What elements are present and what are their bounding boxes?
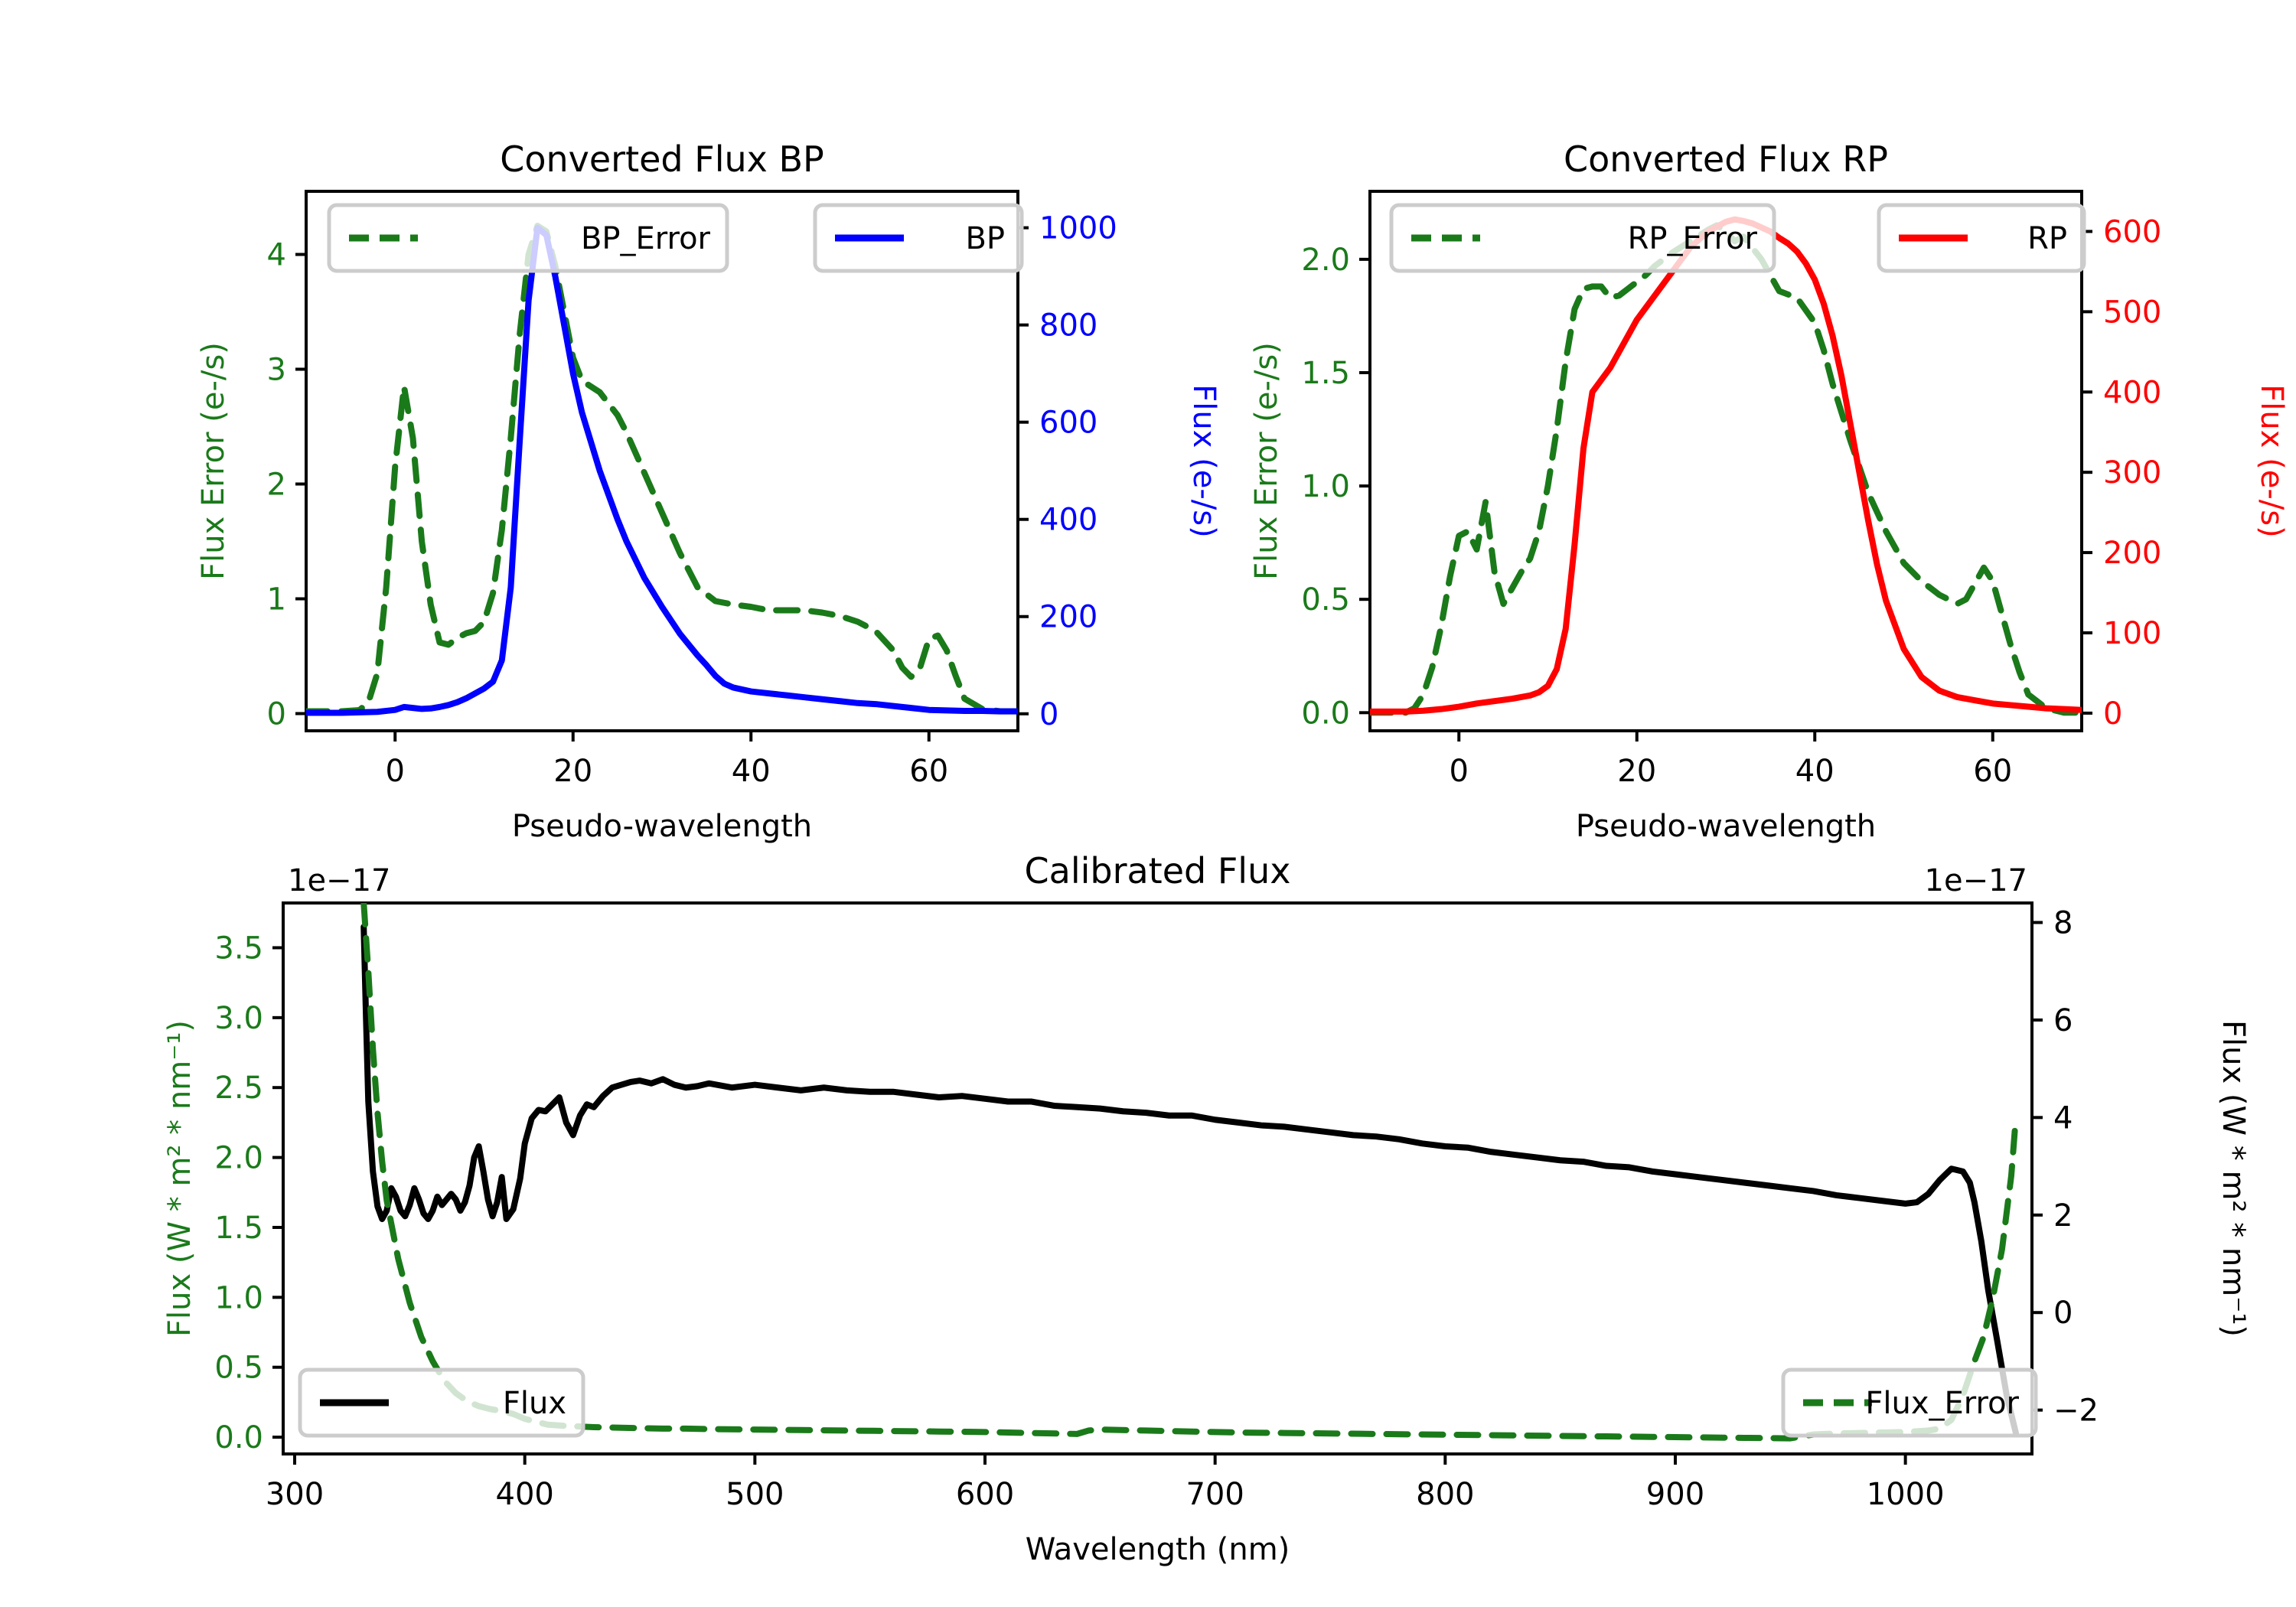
rp-ytick-right-label: 400 [2103,375,2161,410]
calibrated-ytick-left-label: 1.5 [214,1211,263,1246]
calibrated-xtick-label: 800 [1416,1477,1474,1512]
rp-xtick-label: 0 [1450,754,1469,789]
bp-xtick-label: 40 [732,754,771,789]
calibrated-legend-label-flux: Flux [503,1386,566,1421]
bp-xtick-label: 20 [553,754,592,789]
calibrated-ytick-right-label: −2 [2053,1393,2099,1429]
calibrated-series-flux [360,924,2019,1436]
rp-ytick-right-label: 100 [2103,616,2161,651]
calibrated-legend-box-flux [298,1367,585,1438]
rp-plot-frame [1368,190,2083,732]
rp-ytick-right-label: 300 [2103,455,2161,491]
calibrated-ytick-right-label: 2 [2053,1198,2073,1234]
rp-ytick-right-label: 500 [2103,295,2161,330]
bp-xtick-label: 0 [386,754,405,789]
bp-ytick-left-label: 0 [267,697,286,732]
calibrated-ytick-left-label: 1.0 [214,1280,263,1315]
calibrated-xtick-label: 1000 [1867,1477,1945,1512]
bp-legend-label-flux: BP [965,221,1005,256]
bp-plot-frame [305,190,1019,732]
bp-series-bp_error [306,223,1018,715]
bp-legend-label-error: BP_Error [581,221,711,256]
calibrated-offset-right: 1e−17 [1925,863,2027,898]
bp-ytick-right-label: 400 [1039,503,1097,538]
calibrated-ytick-right-label: 6 [2053,1003,2073,1038]
calibrated-xtick-label: 900 [1646,1477,1704,1512]
calibrated-offset-left: 1e−17 [288,863,390,898]
calibrated-ytick-left-label: 0.0 [214,1420,263,1455]
rp-ytick-left-label: 0.5 [1301,582,1350,618]
calibrated-xtick-label: 700 [1186,1477,1244,1512]
rp-ytick-left-label: 2.0 [1301,243,1350,278]
bp-ytick-right-label: 800 [1039,308,1097,344]
calibrated-ytick-left-label: 2.0 [214,1141,263,1176]
bp-ytick-left-label: 2 [267,468,286,503]
rp-xtick-label: 40 [1795,754,1835,789]
calibrated-xaxis-label: Wavelength (nm) [1026,1532,1290,1567]
rp-ytick-left-label: 1.0 [1301,469,1350,504]
rp-ytick-right-label: 600 [2103,214,2161,249]
rp-series-rp_error [1370,222,2082,716]
rp-legend-box-flux [1877,203,2086,273]
bp-legend-box-flux [813,203,1024,273]
calibrated-title: Calibrated Flux [1025,850,1291,892]
calibrated-ytick-right-label: 0 [2053,1296,2073,1331]
bp-ytick-left-label: 3 [267,353,286,388]
calibrated-ytick-left-label: 0.5 [214,1351,263,1386]
rp-xaxis-label: Pseudo-wavelength [1576,809,1876,844]
bp-yaxis-right-label: Flux (e-/s) [1186,384,1221,537]
rp-series-rp [1370,216,2082,715]
bp-ytick-right-label: 1000 [1039,211,1117,246]
rp-ytick-left-label: 0.0 [1301,696,1350,731]
bp-ytick-right-label: 200 [1039,600,1097,635]
calibrated-ytick-left-label: 3.5 [214,931,263,966]
rp-legend-label-flux: RP [2027,221,2067,256]
bp-xaxis-label: Pseudo-wavelength [512,809,812,844]
bp-ytick-left-label: 4 [267,238,286,273]
rp-xtick-label: 60 [1973,754,2012,789]
rp-legend-box-error [1389,203,1776,273]
bp-ytick-right-label: 600 [1039,406,1097,441]
calibrated-yaxis-left-label: Flux (W * m² * nm⁻¹) [162,1020,197,1337]
calibrated-yaxis-right-label: Flux (W * m² * nm⁻¹) [2216,1020,2251,1337]
calibrated-plot-frame [282,901,2033,1455]
bp-yaxis-left-label: Flux Error (e-/s) [196,342,231,580]
rp-title: Converted Flux RP [1564,139,1888,180]
calibrated-xtick-label: 500 [726,1477,784,1512]
bp-xtick-label: 60 [909,754,948,789]
rp-yaxis-right-label: Flux (e-/s) [2254,384,2289,537]
rp-xtick-label: 20 [1617,754,1656,789]
calibrated-xtick-label: 600 [956,1477,1014,1512]
calibrated-legend-box-error [1781,1367,2038,1438]
calibrated-legend-label-error: Flux_Error [1865,1386,2019,1421]
calibrated-ytick-right-label: 8 [2053,905,2073,940]
calibrated-xtick-label: 300 [266,1477,324,1512]
bp-ytick-left-label: 1 [267,582,286,618]
rp-ytick-right-label: 0 [2103,696,2122,732]
rp-ytick-right-label: 200 [2103,536,2161,571]
calibrated-xtick-label: 400 [496,1477,554,1512]
calibrated-ytick-left-label: 3.0 [214,1001,263,1036]
rp-yaxis-left-label: Flux Error (e-/s) [1249,342,1284,580]
rp-ytick-left-label: 1.5 [1301,356,1350,391]
bp-series-bp [306,224,1018,716]
calibrated-series-flux_error [360,903,2019,1442]
rp-legend-label-error: RP_Error [1628,221,1758,256]
calibrated-ytick-left-label: 2.5 [214,1071,263,1106]
bp-title: Converted Flux BP [500,139,824,180]
bp-legend-box-error [327,203,729,273]
calibrated-ytick-right-label: 4 [2053,1100,2073,1136]
bp-ytick-right-label: 0 [1039,697,1058,732]
